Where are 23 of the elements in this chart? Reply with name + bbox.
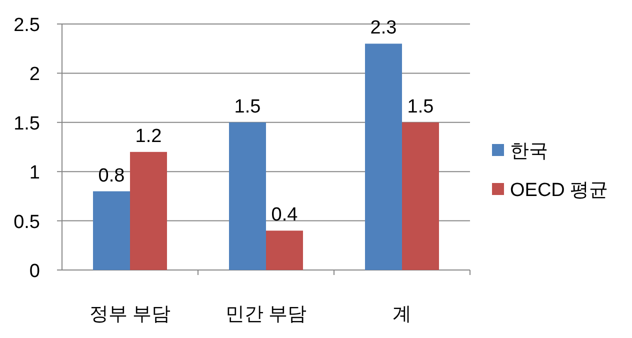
- x-tick-label: 민간 부담: [225, 304, 307, 325]
- bar: [130, 152, 167, 270]
- bar: [93, 191, 130, 270]
- bar: [402, 122, 439, 270]
- y-tick-label: 2: [29, 64, 40, 86]
- y-tick-label: 2.5: [14, 15, 40, 36]
- data-label: 2.3: [370, 18, 397, 39]
- bar: [229, 122, 266, 270]
- data-label: 1.5: [234, 96, 261, 118]
- data-label: 1.2: [135, 126, 162, 147]
- legend-label: OECD 평균: [510, 180, 608, 201]
- legend-label: 한국: [510, 141, 548, 162]
- y-tick-label: 0: [29, 261, 40, 282]
- x-tick-label: 계: [392, 304, 412, 325]
- y-tick-label: 1.5: [14, 113, 40, 134]
- x-tick-label: 정부 부담: [89, 304, 171, 325]
- data-label: 0.4: [271, 204, 298, 226]
- y-tick-label: 0.5: [14, 212, 40, 233]
- y-tick-label: 1: [29, 162, 40, 184]
- data-label: 1.5: [407, 96, 434, 118]
- data-label: 0.8: [98, 165, 125, 186]
- bar: [365, 44, 402, 270]
- bar: [266, 230, 303, 270]
